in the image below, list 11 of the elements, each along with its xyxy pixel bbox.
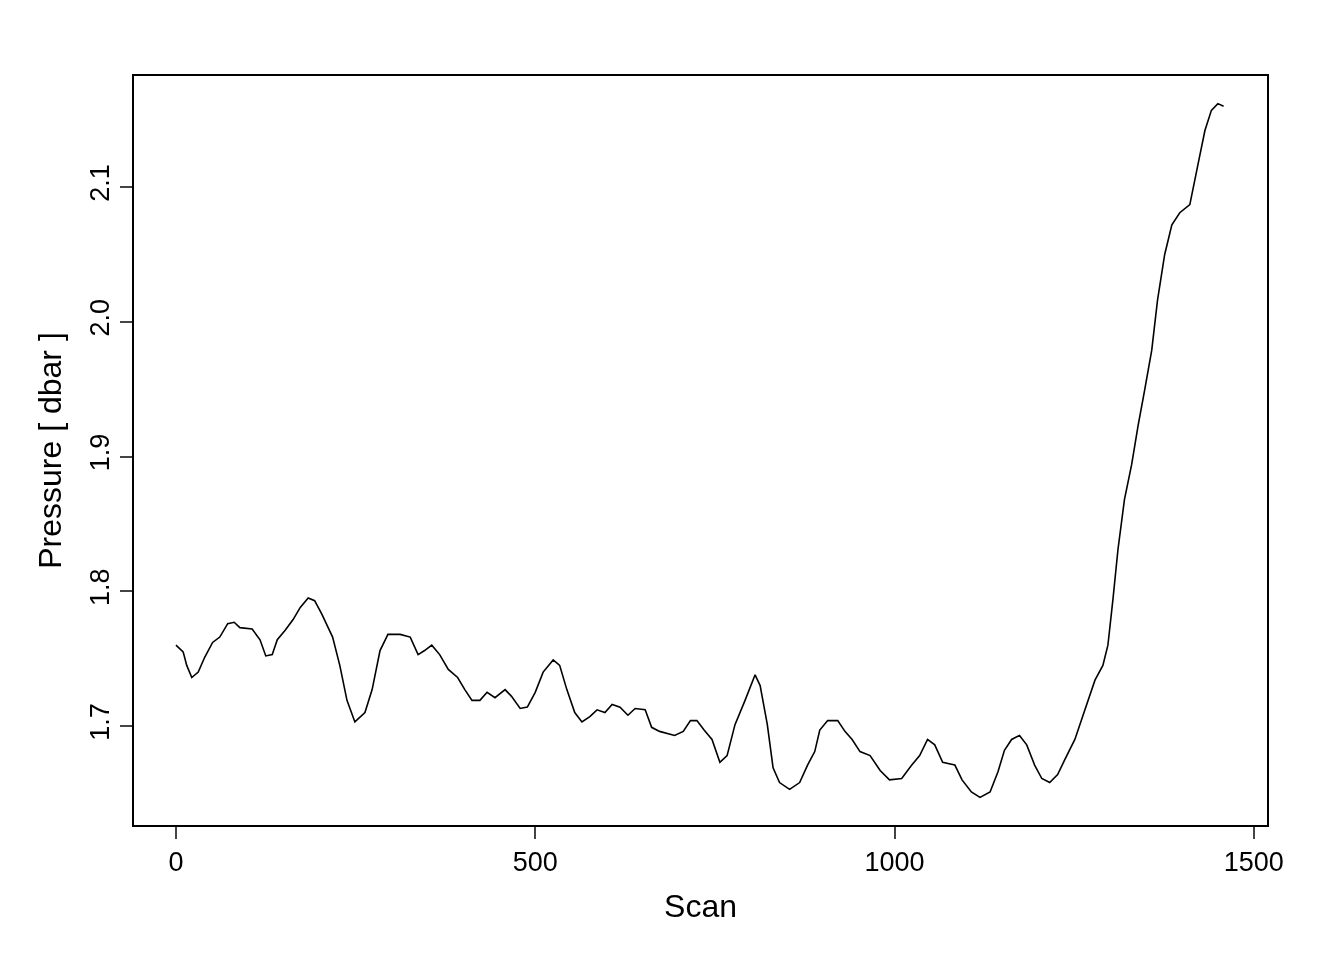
y-axis-title: Pressure [ dbar ] bbox=[32, 332, 69, 569]
y-tick-label: 1.8 bbox=[85, 568, 116, 606]
y-tick-label: 2.1 bbox=[85, 164, 116, 202]
x-tick-label: 1000 bbox=[864, 847, 925, 878]
x-axis-title: Scan bbox=[664, 887, 737, 924]
y-tick-label: 2.0 bbox=[85, 299, 116, 337]
y-tick-label: 1.9 bbox=[85, 433, 116, 472]
x-tick-label: 0 bbox=[168, 847, 184, 878]
y-tick-label: 1.7 bbox=[85, 703, 116, 741]
x-tick-label: 1500 bbox=[1223, 847, 1284, 878]
x-tick-label: 500 bbox=[512, 847, 558, 878]
